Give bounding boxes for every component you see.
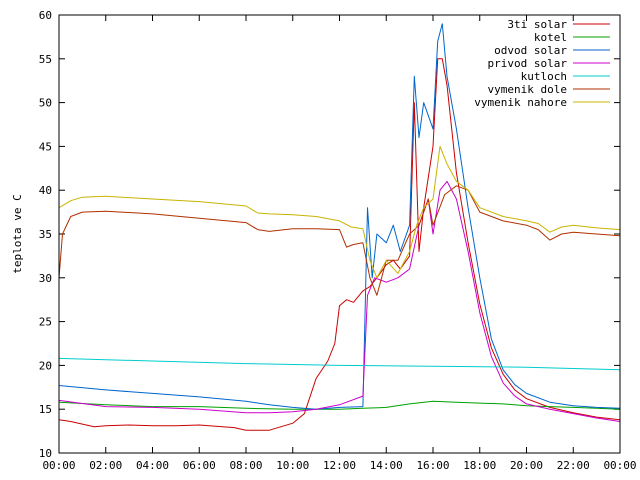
x-tick-label: 16:00 <box>416 459 449 472</box>
series-line-odvod-solar <box>58 23 621 410</box>
x-tick-label: 00:00 <box>603 459 636 472</box>
y-tick-label: 55 <box>39 53 52 66</box>
y-tick-label: 45 <box>39 140 52 153</box>
x-tick-label: 22:00 <box>557 459 590 472</box>
legend-label: vymenik nahore <box>474 96 567 109</box>
y-tick-label: 15 <box>39 403 52 416</box>
y-tick-label: 35 <box>39 228 52 241</box>
legend-label: vymenik dole <box>488 83 567 96</box>
y-tick-label: 60 <box>39 9 52 22</box>
y-tick-label: 25 <box>39 316 52 329</box>
x-tick-label: 06:00 <box>183 459 216 472</box>
legend-label: kutloch <box>521 70 567 83</box>
y-tick-label: 10 <box>39 447 52 460</box>
y-tick-label: 40 <box>39 184 52 197</box>
legend-label: kotel <box>534 31 567 44</box>
x-tick-label: 00:00 <box>42 459 75 472</box>
x-tick-label: 04:00 <box>136 459 169 472</box>
y-tick-label: 20 <box>39 359 52 372</box>
x-tick-label: 14:00 <box>370 459 403 472</box>
series-line-3ti-solar <box>58 58 621 431</box>
series-line-vymenik-nahore <box>58 145 621 279</box>
series-line-kutloch <box>58 357 621 371</box>
series-line-vymenik-dole <box>58 185 621 296</box>
x-tick-label: 18:00 <box>463 459 496 472</box>
legend-label: 3ti solar <box>507 18 567 31</box>
y-axis-label: teplota ve C <box>11 194 24 273</box>
axes: 00:00 02:00 04:00 06:00 08:00 10:00 12:00 14:00… <box>39 9 637 472</box>
y-tick-label: 50 <box>39 97 52 110</box>
legend-label: privod solar <box>488 57 568 70</box>
x-tick-label: 10:00 <box>276 459 309 472</box>
x-tick-label: 02:00 <box>89 459 122 472</box>
legend-label: odvod solar <box>494 44 567 57</box>
series-layer <box>58 23 621 431</box>
series-line-kotel <box>58 400 621 410</box>
plot-frame <box>58 14 621 454</box>
x-tick-label: 08:00 <box>229 459 262 472</box>
y-tick-label: 30 <box>39 272 52 285</box>
x-tick-label: 12:00 <box>323 459 356 472</box>
x-tick-label: 20:00 <box>510 459 543 472</box>
